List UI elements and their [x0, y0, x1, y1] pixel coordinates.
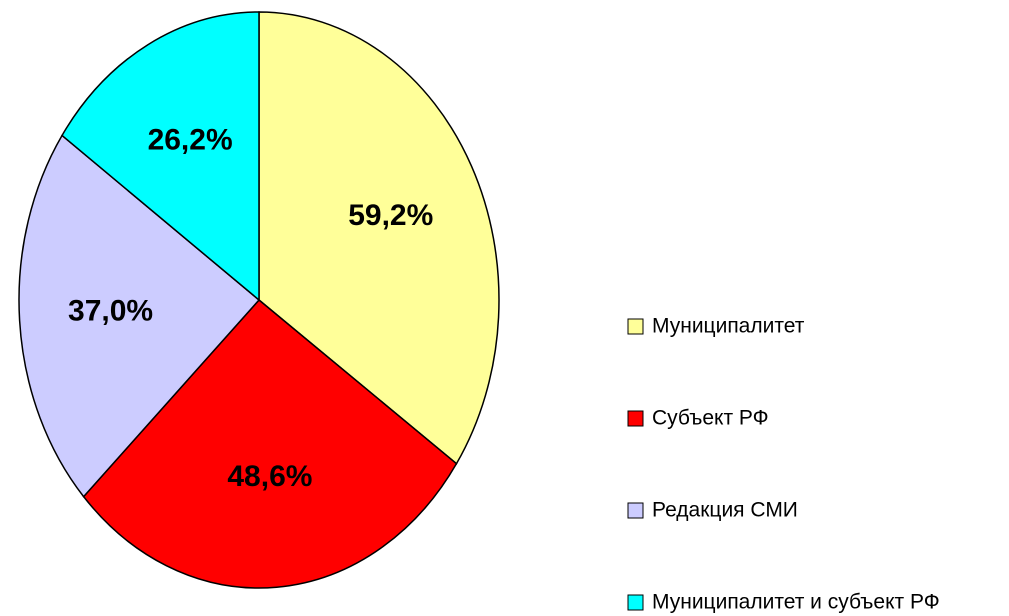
- legend-label: Субъект РФ: [652, 407, 769, 430]
- pie-slice: [61, 11, 260, 302]
- data-label: 37,0%: [68, 295, 153, 328]
- data-label: 48,6%: [227, 460, 312, 493]
- legend-swatch: [627, 410, 644, 427]
- legend-label: Редакция СМИ: [652, 499, 798, 522]
- legend-swatch: [627, 502, 644, 519]
- legend-swatch: [627, 594, 644, 611]
- legend-label: Муниципалитет: [652, 315, 805, 338]
- legend-swatch: [627, 318, 644, 335]
- data-label: 26,2%: [148, 124, 233, 157]
- pie-slice: [258, 11, 500, 465]
- data-label: 59,2%: [348, 199, 433, 232]
- pie-slice: [18, 134, 261, 498]
- pie-slice: [82, 298, 458, 589]
- legend-label: Муниципалитет и субъект РФ: [652, 591, 940, 614]
